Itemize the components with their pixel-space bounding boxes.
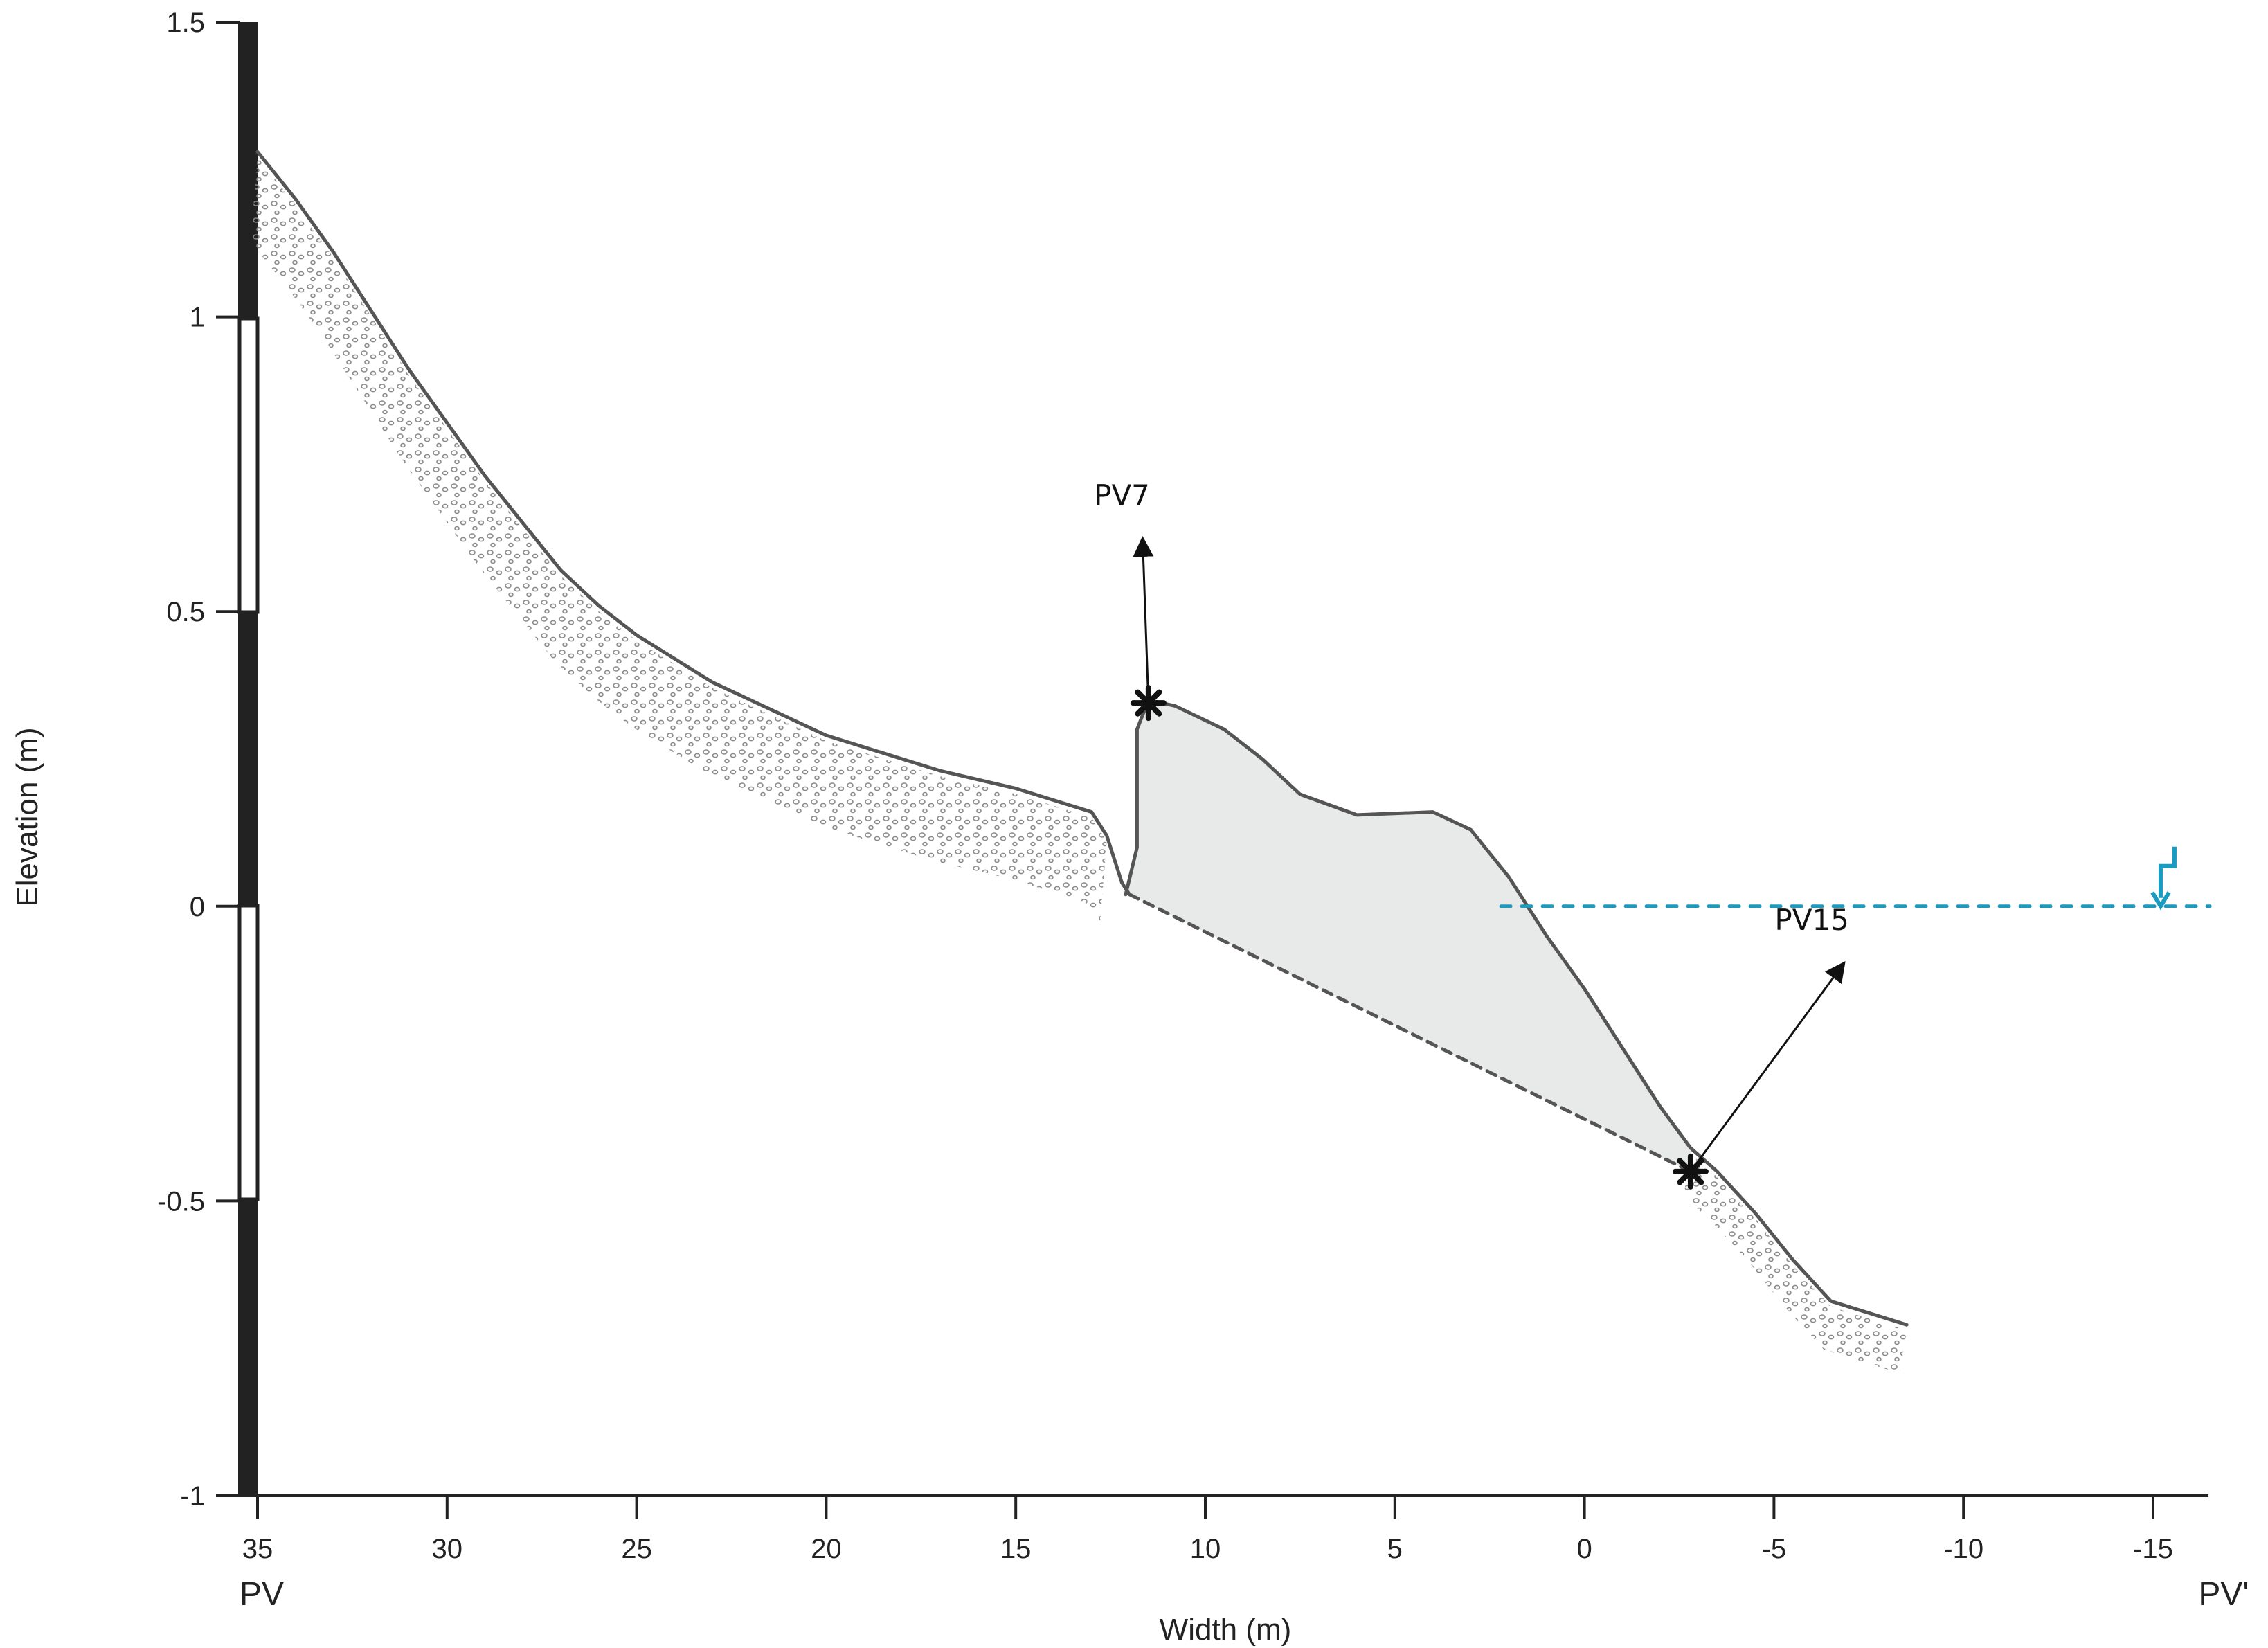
y-axis-title: Elevation (m): [10, 727, 44, 906]
sample-annotations: PV7 PV15: [1094, 478, 1849, 1190]
gravel-texture-lower: [1683, 1153, 1907, 1374]
sample-marker-icon: [1130, 685, 1167, 722]
scale-bar-segment: [240, 612, 258, 906]
x-tick-label: 0: [1576, 1534, 1592, 1564]
x-tick-label: -15: [2133, 1534, 2173, 1564]
x-tick-label: 10: [1190, 1534, 1221, 1564]
annotation-arrow: [1133, 535, 1154, 704]
x-tick-label: 25: [621, 1534, 652, 1564]
x-tick-label: 35: [242, 1534, 273, 1564]
scale-bar-segment: [240, 1199, 258, 1496]
x-tick-label: -5: [1762, 1534, 1787, 1564]
sea-level-icon: [2150, 846, 2177, 911]
x-tick-label: 15: [1000, 1534, 1032, 1564]
x-tick-label: 5: [1387, 1534, 1403, 1564]
scale-bar-segment: [237, 904, 260, 1201]
x-tick-label: 20: [811, 1534, 842, 1564]
y-tick-label: 1: [190, 303, 205, 333]
y-axis-ticks: 1.5 1 0.5 0 -0.5 -1: [157, 8, 240, 1512]
x-axis-title: Width (m): [1160, 1613, 1292, 1647]
profile-end-label: PV': [2198, 1576, 2249, 1613]
annotation-label: PV15: [1774, 903, 1849, 937]
profile-start-label: PV: [240, 1576, 284, 1613]
y-tick-label: -0.5: [157, 1186, 205, 1217]
y-tick-label: -1: [180, 1481, 205, 1512]
x-axis-ticks: 35 30 25 20 15 10 5 0 -5 -10 -15: [242, 1496, 2173, 1564]
deposit-wedge-fill: [1126, 699, 1691, 1172]
x-tick-label: -10: [1943, 1534, 1983, 1564]
x-tick-label: 30: [432, 1534, 463, 1564]
annotation-arrow: [1689, 961, 1846, 1172]
profile-series: [255, 150, 2212, 1327]
y-tick-label: 0: [190, 892, 205, 922]
deposit-base-line: [1128, 893, 1693, 1174]
beach-profile-line: [255, 150, 1131, 897]
annotation-label: PV7: [1094, 478, 1150, 512]
gravel-texture-upper: [251, 157, 1107, 926]
sample-marker-icon: [1672, 1153, 1709, 1190]
y-tick-label: 0.5: [166, 597, 205, 627]
y-tick-label: 1.5: [166, 8, 205, 38]
scale-bar-segment: [240, 22, 258, 319]
scale-bar-segment: [237, 316, 260, 614]
